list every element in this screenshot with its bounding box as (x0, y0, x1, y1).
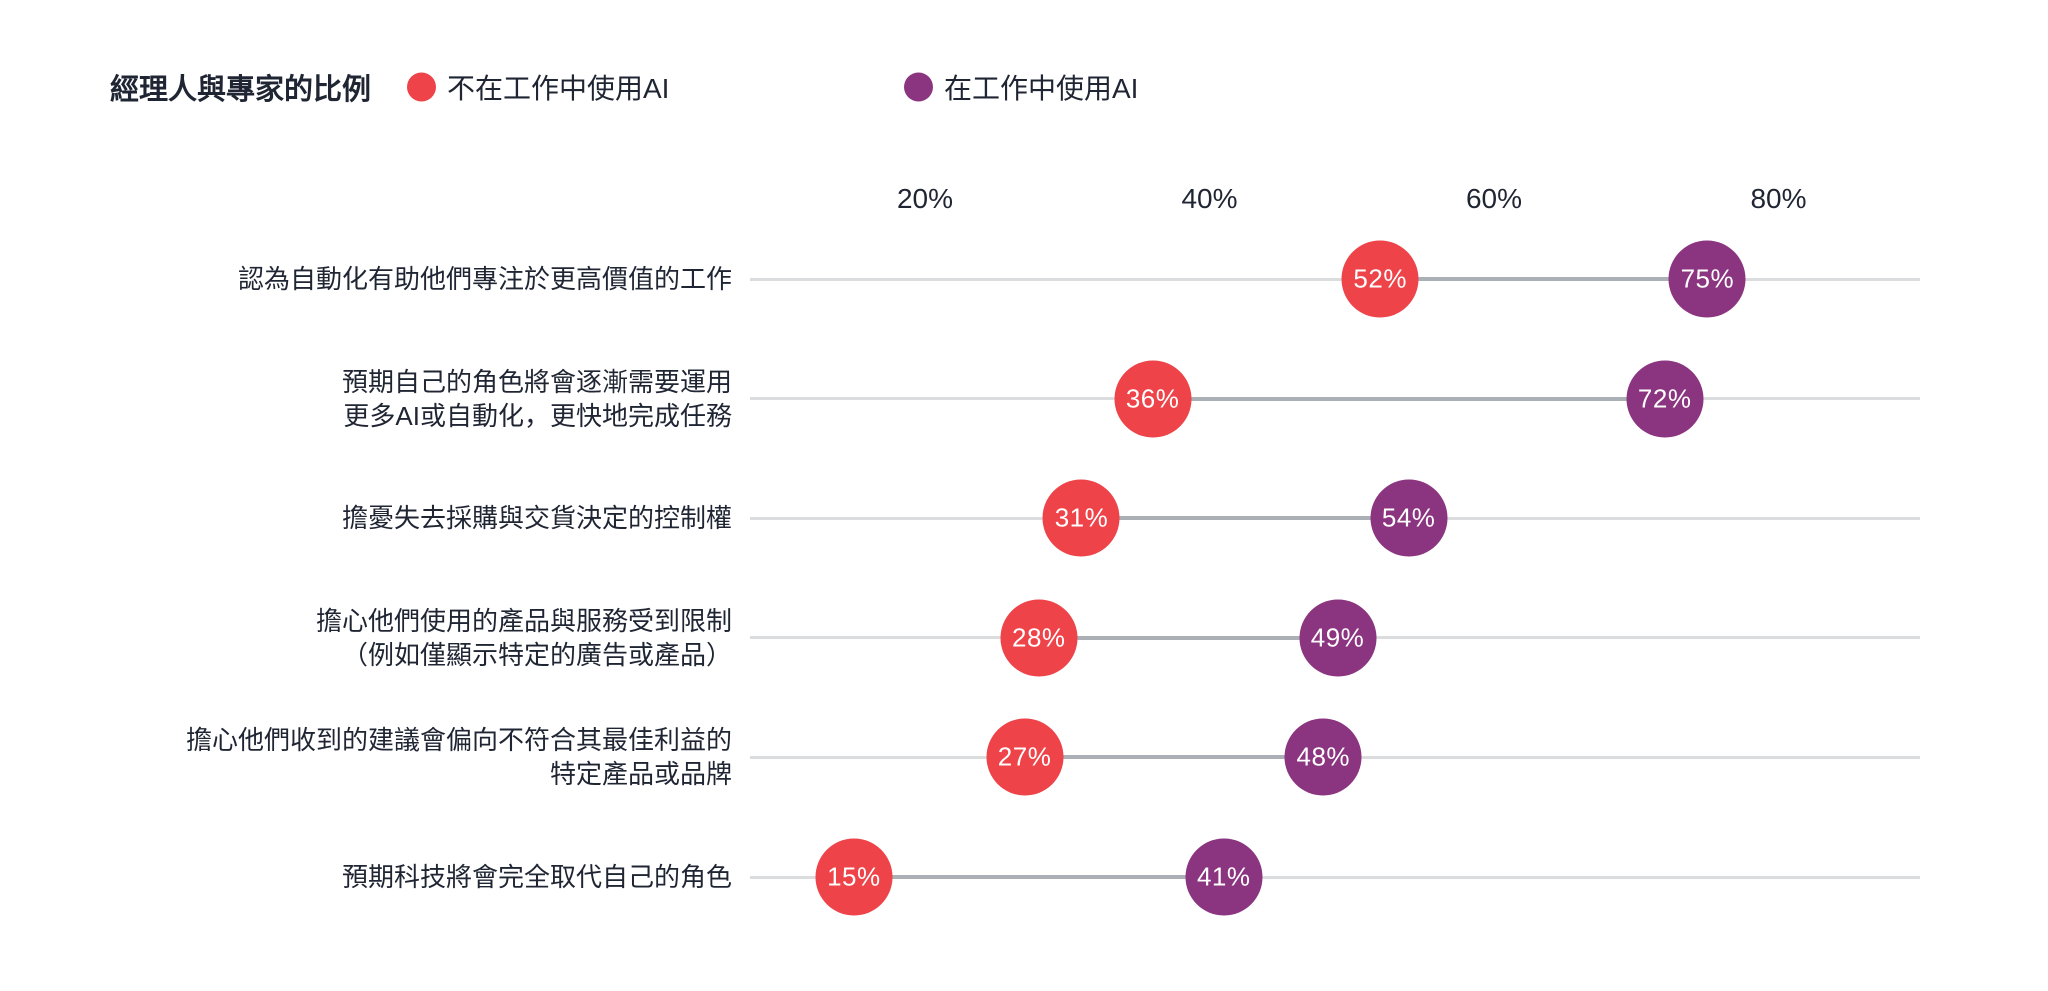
red-dot: 31% (1042, 479, 1120, 557)
purple-dot: 48% (1284, 718, 1362, 796)
row-label: 擔憂失去採購與交貨決定的控制權 (341, 503, 732, 534)
x-axis-tick: 20% (896, 183, 954, 214)
purple-dot: 72% (1626, 360, 1704, 438)
x-axis-tick: 60% (1465, 183, 1523, 214)
dumbbell-connector (853, 875, 1224, 879)
dot-value-label: 48% (1296, 741, 1351, 772)
purple-dot: 75% (1668, 240, 1746, 318)
row-label: 預期科技將會完全取代自己的角色 (341, 862, 732, 892)
x-axis-tick: 40% (1181, 183, 1238, 214)
dumbbell-connector (1024, 755, 1324, 760)
dumbbell-connector (1038, 635, 1338, 640)
row-baseline (750, 875, 1920, 879)
dot-value-label: 75% (1680, 263, 1735, 294)
dot-value-label: 49% (1310, 622, 1365, 653)
dot-value-label: 52% (1353, 263, 1407, 294)
red-dot: 52% (1341, 240, 1419, 318)
row-label: 預期自己的角色將會逐漸需要運用 更多AI或自動化，更快地完成任務 (341, 366, 732, 431)
dot-value-label: 15% (827, 861, 881, 892)
dot-value-label: 41% (1196, 861, 1251, 892)
purple-dot: 41% (1185, 838, 1263, 916)
red-dot: 28% (1000, 599, 1078, 677)
dumbbell-connector (1380, 277, 1708, 281)
row-baseline (750, 277, 1920, 281)
x-axis-tick: 80% (1750, 183, 1807, 214)
row-label: 擔心他們收到的建議會偏向不符合其最佳利益的 特定產品或品牌 (185, 725, 732, 790)
red-dot: 27% (986, 718, 1064, 796)
dot-value-label: 28% (1012, 622, 1066, 653)
purple-dot: 49% (1299, 599, 1377, 677)
dot-value-label: 54% (1381, 502, 1436, 533)
row-label: 擔心他們使用的產品與服務受到限制 （例如僅顯示特定的廣告或產品） (315, 605, 732, 670)
legend-label-ai: 在工作中使用AI (944, 73, 1139, 104)
legend-red-dot-icon (407, 72, 436, 102)
dumbbell-connector (1081, 516, 1409, 521)
dot-value-label: 27% (997, 741, 1052, 772)
legend-label-no-ai: 不在工作中使用AI (447, 73, 670, 104)
chart-title: 經理人與專家的比例 (110, 74, 372, 106)
dot-value-label: 72% (1637, 383, 1692, 414)
dot-value-label: 36% (1125, 383, 1180, 414)
purple-dot: 54% (1370, 479, 1448, 557)
red-dot: 15% (815, 838, 893, 916)
dot-value-label: 31% (1054, 502, 1109, 533)
dumbbell-connector (1152, 396, 1665, 401)
legend-purple-dot-icon (904, 72, 933, 102)
red-dot: 36% (1114, 360, 1192, 438)
row-label: 認為自動化有助他們專注於更高價值的工作 (237, 264, 732, 294)
